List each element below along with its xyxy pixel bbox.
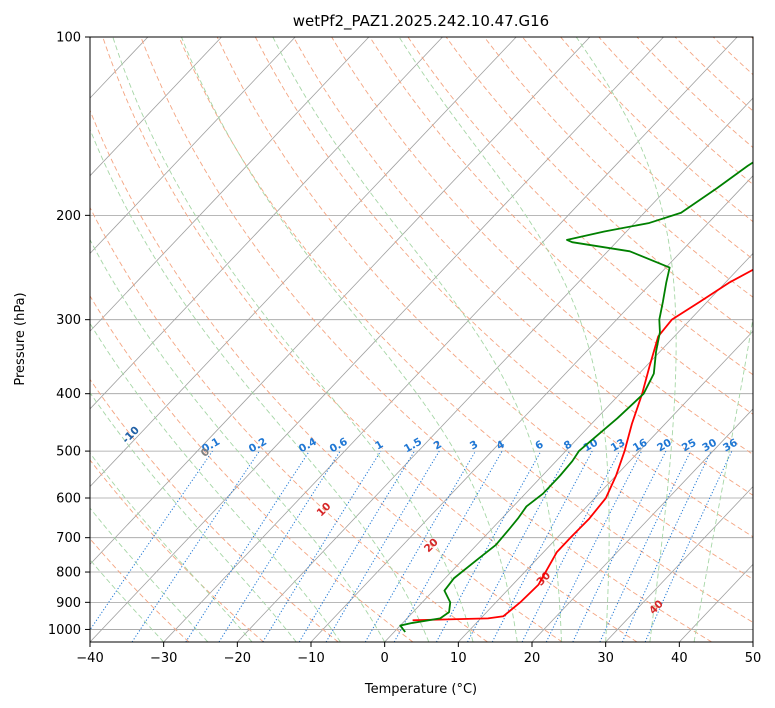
- x-tick-label: −20: [224, 651, 251, 666]
- mixing-ratio-line: [364, 450, 476, 642]
- mixing-ratio-line: [185, 450, 310, 642]
- dry-adiabat-line: [140, 37, 712, 642]
- dry-adiabat-line: [636, 37, 753, 149]
- y-tick-label: 300: [56, 313, 81, 328]
- y-tick-label: 100: [56, 31, 81, 46]
- isotherm-line: [605, 486, 753, 642]
- isotherm-line: [90, 37, 296, 255]
- x-tick-label: −30: [150, 651, 177, 666]
- y-tick-label: 700: [56, 531, 81, 546]
- y-axis-ticks: 100 200 300 400 500 600 700 800 900 1000: [48, 31, 90, 638]
- x-tick-label: 50: [745, 651, 762, 666]
- mixing-ratio-line: [599, 450, 692, 642]
- dry-adiabat-line: [483, 37, 753, 298]
- dry-adiabat-line: [560, 37, 753, 223]
- isobar-gridlines: [90, 37, 753, 630]
- plot-background: [90, 37, 753, 642]
- moist-adiabat-line: [575, 37, 677, 642]
- y-tick-label: 400: [56, 387, 81, 402]
- dry-adiabat-line: [102, 37, 638, 642]
- x-tick-label: 0: [381, 651, 389, 666]
- y-tick-label: 1000: [48, 623, 81, 638]
- mixing-ratio-line: [644, 450, 733, 642]
- x-tick-label: −10: [297, 651, 324, 666]
- isotherm-line: [458, 330, 753, 642]
- dry-adiabat-line: [445, 37, 753, 337]
- isotherm-line: [90, 37, 443, 410]
- moist-adiabat-line: [90, 507, 209, 642]
- plot-frame: [89, 36, 754, 643]
- isotherm-line: [90, 37, 222, 177]
- isotherm-line: [310, 175, 753, 642]
- moist-adiabat-line: [112, 37, 474, 642]
- dry-adiabat-line: [90, 206, 488, 642]
- dry-adiabat-line: [90, 459, 264, 642]
- dewpoint-profile-line: [399, 161, 753, 633]
- dry-adiabats: [90, 37, 753, 642]
- isotherm-line: [531, 408, 753, 642]
- mixing-ratio-line: [325, 450, 440, 642]
- x-tick-label: −40: [76, 651, 103, 666]
- y-tick-label: 600: [56, 492, 81, 507]
- mixing-ratio-line: [491, 450, 593, 642]
- dry-adiabat-line: [331, 37, 753, 455]
- dry-adiabat-line: [369, 37, 753, 415]
- chart-title: wetPf2_PAZ1.2025.242.10.47.G16: [293, 12, 549, 31]
- profile-series: [399, 161, 753, 633]
- dry-adiabat-line: [90, 295, 414, 642]
- dry-adiabat-line: [254, 37, 753, 538]
- x-tick-label: 20: [524, 651, 541, 666]
- moist-adiabat-line: [90, 238, 386, 642]
- dry-adiabat-line: [293, 37, 753, 496]
- x-tick-label: 30: [597, 651, 614, 666]
- skewed-isotherms: [90, 37, 753, 642]
- moist-adiabats: [90, 37, 753, 642]
- mixing-ratio-line: [621, 450, 712, 642]
- moist-adiabat-line: [90, 391, 297, 642]
- x-tick-label: 40: [671, 651, 688, 666]
- moist-adiabat-line: [181, 37, 518, 642]
- moist-adiabat-line: [693, 315, 753, 642]
- plot-area: 0.10.20.40.611.52346810131620253036-100-…: [90, 37, 753, 642]
- dry-adiabat-line: [90, 109, 563, 642]
- mixing-ratio-lines: [90, 450, 733, 642]
- moist-adiabat-line: [272, 37, 562, 642]
- isotherm-line: [90, 37, 517, 488]
- isotherm-line: [90, 37, 591, 565]
- dry-adiabat-line: [216, 37, 753, 580]
- moist-adiabat-line: [90, 559, 165, 642]
- dry-adiabat-line: [90, 538, 190, 642]
- mixing-ratio-line: [521, 450, 621, 642]
- y-tick-label: 900: [56, 596, 81, 611]
- x-axis-label: Temperature (°C): [364, 682, 477, 697]
- isotherm-line: [163, 37, 738, 642]
- moist-adiabat-line: [398, 37, 610, 642]
- isotherm-line: [90, 37, 664, 642]
- y-tick-label: 200: [56, 209, 81, 224]
- isotherm-line: [384, 252, 753, 642]
- moist-adiabat-line: [90, 322, 341, 642]
- moist-adiabat-line: [90, 452, 253, 642]
- temperature-profile-line: [412, 268, 753, 622]
- mixing-ratio-line: [131, 450, 260, 642]
- mixing-ratio-line: [262, 450, 382, 642]
- mixing-ratio-line: [545, 450, 643, 642]
- mixing-ratio-line: [572, 450, 667, 642]
- y-axis-label: Pressure (hPa): [13, 292, 28, 385]
- x-axis-ticks: −40 −30 −20 −10 0 10 20 30 40 50: [76, 642, 761, 666]
- isotherm-line: [90, 37, 370, 332]
- y-tick-label: 800: [56, 566, 81, 581]
- y-tick-label: 500: [56, 445, 81, 460]
- dry-adiabat-line: [407, 37, 753, 376]
- dry-adiabat-line: [178, 37, 753, 623]
- isotherm-line: [237, 97, 753, 642]
- x-tick-label: 10: [450, 651, 467, 666]
